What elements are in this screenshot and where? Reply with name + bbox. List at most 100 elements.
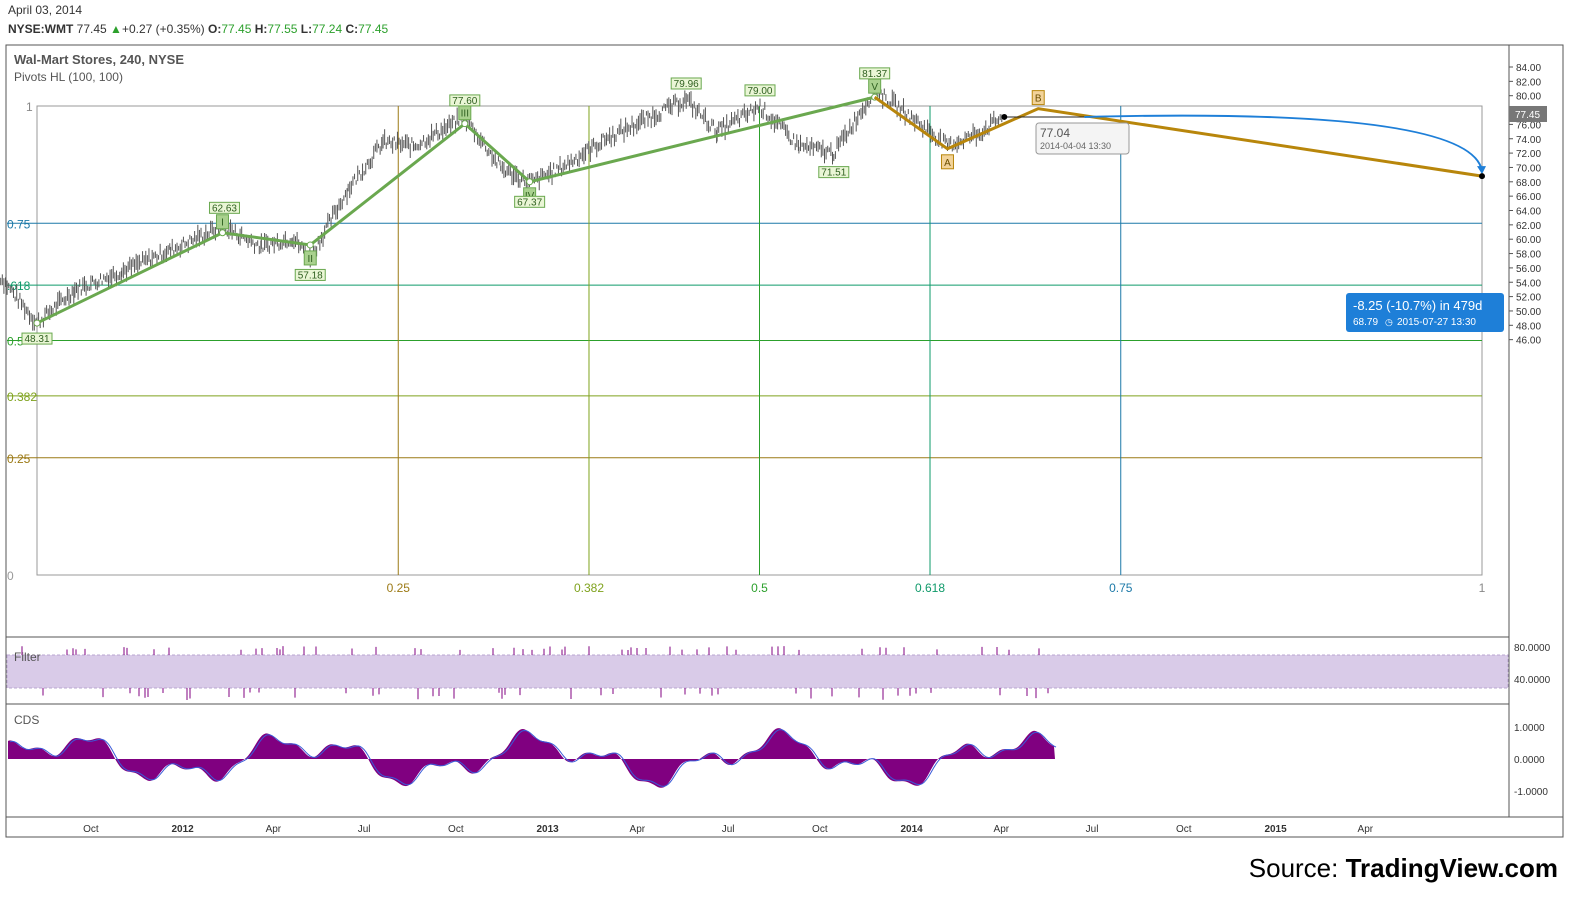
correction-label-box	[1031, 90, 1045, 106]
pivot-box	[21, 332, 53, 345]
close-value: 77.45	[358, 22, 389, 36]
price-tick-label: 84.00	[1516, 63, 1541, 74]
projection-price: 68.79	[1353, 317, 1378, 328]
time-tick-label: Apr	[994, 824, 1010, 835]
fib-time-label: 1	[1479, 581, 1486, 595]
tooltip-price: 77.04	[1040, 126, 1070, 140]
time-tick-label: 2012	[171, 824, 194, 835]
change-value: +0.27 (+0.35%)	[121, 22, 205, 36]
wave-label: I	[221, 218, 224, 229]
wave-vertex	[218, 229, 226, 237]
price-tick-label: 56.00	[1516, 264, 1541, 275]
pivot-box	[294, 268, 326, 281]
pivot-value: 67.37	[517, 197, 542, 208]
pivot-value: 57.18	[298, 270, 323, 281]
cds-tick-0: 0.0000	[1514, 755, 1545, 766]
price-tick-label: 58.00	[1516, 250, 1541, 261]
correction-label-box	[940, 154, 954, 170]
fib-time-label: 0.5	[751, 581, 768, 595]
wave-vertex	[461, 120, 469, 128]
wave-label: II	[307, 254, 313, 265]
fib-time-label: 0.618	[915, 581, 945, 595]
fib-time-label: 0.25	[387, 581, 411, 595]
source-credit: Source: TradingView.com	[1249, 853, 1558, 884]
price-tick-label: 80.00	[1516, 92, 1541, 103]
pivot-value: 48.31	[24, 334, 49, 345]
fib-time-label: 0.75	[1109, 581, 1133, 595]
high-label: H:	[254, 22, 268, 36]
pivot-box	[818, 166, 850, 179]
time-tick-label: Oct	[448, 824, 464, 835]
header-date: April 03, 2014	[8, 3, 82, 17]
price-tick-label: 68.00	[1516, 178, 1541, 189]
cds-title: CDS	[14, 713, 39, 727]
close-label: C:	[345, 22, 359, 36]
filter-band	[6, 654, 1509, 689]
fib-level-label: 0.382	[7, 390, 37, 404]
last-price-badge	[1509, 105, 1547, 122]
tooltip-box	[1035, 122, 1130, 155]
open-value: 77.45	[221, 22, 252, 36]
time-tick-label: 2014	[900, 824, 923, 835]
pivot-value: 77.60	[452, 96, 477, 107]
cds-tick-1: 1.0000	[1514, 723, 1545, 734]
filter-tick-80: 80.0000	[1514, 643, 1551, 654]
projection-start-point	[1001, 113, 1008, 120]
last-price: 77.45	[76, 22, 107, 36]
pivot-value: 62.63	[212, 203, 237, 214]
price-tick-label: 70.00	[1516, 163, 1541, 174]
price-tick-label: 74.00	[1516, 135, 1541, 146]
time-tick-label: Apr	[1358, 824, 1374, 835]
cds-tick-m1: -1.0000	[1514, 787, 1548, 798]
wave-label: III	[461, 109, 469, 120]
pivot-box	[670, 77, 702, 90]
price-tick-label: 62.00	[1516, 221, 1541, 232]
filter-title: Filter	[14, 650, 41, 664]
fib-level-label: 1	[26, 100, 33, 114]
low-label: L:	[300, 22, 313, 36]
time-tick-label: Jul	[1086, 824, 1099, 835]
price-tick-label: 76.00	[1516, 120, 1541, 131]
wave-vertex	[526, 178, 534, 186]
time-tick-label: Jul	[358, 824, 371, 835]
projection-end-point	[1479, 173, 1485, 180]
price-tick-label: 72.00	[1516, 149, 1541, 160]
symbol-label[interactable]: NYSE:WMT	[8, 22, 74, 36]
filter-tick-40: 40.0000	[1514, 675, 1551, 686]
cds-area	[8, 728, 1057, 788]
projection-time: 2015-07-27 13:30	[1397, 317, 1476, 328]
projection-callout: -8.25 (-10.7%) in 479d 68.79 ◷ 2015-07-2…	[1346, 293, 1504, 332]
wave-label-box	[215, 214, 229, 230]
pivot-box	[859, 67, 891, 80]
projection-box	[1346, 293, 1504, 332]
projection-text: -8.25 (-10.7%) in 479d	[1353, 298, 1482, 313]
last-price-label: 77.45	[1515, 110, 1540, 121]
open-label: O:	[208, 22, 222, 36]
clock-icon: ◷	[1385, 317, 1393, 327]
price-tick-label: 46.00	[1516, 336, 1541, 347]
date-label: April 03, 2014	[8, 3, 83, 17]
fib-time-label: 0.382	[574, 581, 604, 595]
time-tick-label: 2015	[1264, 824, 1287, 835]
indicator-title: Pivots HL (100, 100)	[14, 70, 123, 84]
price-axis: 46.00 48.00 50.00 52.00 54.00 56.00 58.00 60.00…	[1509, 63, 1547, 347]
price-tick-label: 50.00	[1516, 307, 1541, 318]
source-brand: TradingView.com	[1345, 853, 1558, 883]
cds-signal-line	[9, 729, 1057, 787]
time-tick-label: Apr	[266, 824, 282, 835]
cds-area-fill	[8, 728, 1055, 788]
wave-label-box	[303, 250, 317, 266]
price-axis-frame	[1508, 44, 1564, 818]
price-tick-label: 60.00	[1516, 235, 1541, 246]
wave-vertex	[33, 319, 41, 327]
filter-spikes	[21, 646, 1049, 700]
source-prefix: Source:	[1248, 853, 1346, 883]
quote-line: NYSE:WMT 77.45 ▲+0.27 (+0.35%) O:77.45 H…	[8, 22, 388, 36]
time-tick-label: Jul	[722, 824, 735, 835]
wave-vertex	[306, 241, 314, 249]
projection-arc	[1084, 114, 1483, 172]
fib-box: 0 0.25 0.382 0.5 .618 0.75 1 0.25 0.382 0.5 0.618 0…	[7, 100, 1486, 595]
impulse-wave-line	[36, 95, 876, 325]
time-tick-label: Apr	[630, 824, 646, 835]
